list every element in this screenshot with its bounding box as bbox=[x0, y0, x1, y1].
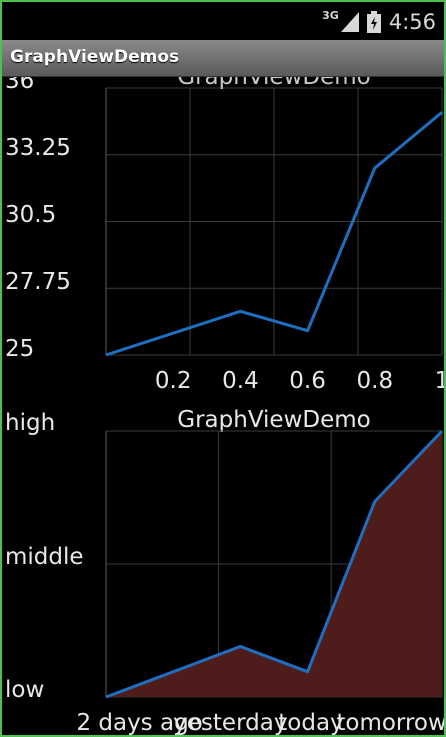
graph-2-y-tick-label: middle bbox=[5, 544, 84, 570]
battery-icon bbox=[366, 11, 381, 33]
app-title: GraphViewDemos bbox=[10, 47, 180, 67]
x-tick-label: today bbox=[278, 710, 343, 736]
x-tick-label: yesterday bbox=[173, 710, 287, 736]
graph-1-y-tick-label: 36 bbox=[5, 68, 34, 94]
graph-1-y-tick-label: 33.25 bbox=[5, 135, 71, 161]
status-icons: 3G 4:56 bbox=[322, 8, 436, 36]
graph-2-series-area bbox=[106, 431, 442, 697]
clock: 4:56 bbox=[388, 10, 436, 34]
x-tick-label: 2 days ago bbox=[76, 710, 202, 736]
graph-1-series-line bbox=[105, 111, 443, 357]
graph-2: GraphViewDemo high middle low 2 days ago… bbox=[5, 407, 444, 736]
status-bar: 3G 4:56 bbox=[2, 2, 444, 40]
graph-2-y-tick-label: high bbox=[5, 410, 55, 436]
title-bar: GraphViewDemos bbox=[2, 40, 444, 77]
graph-1-y-tick-label: 27.75 bbox=[5, 269, 71, 295]
graph-1-title: GraphViewDemo bbox=[177, 64, 370, 90]
x-tick-label: 0.2 bbox=[155, 368, 192, 394]
graph-1-grid bbox=[105, 87, 443, 356]
x-tick-label: 0.4 bbox=[222, 368, 259, 394]
x-tick-label: tomorrow bbox=[336, 710, 444, 736]
signal-icon bbox=[340, 12, 359, 32]
x-tick-label: 0.8 bbox=[357, 368, 394, 394]
graph-1-y-tick-label: 30.5 bbox=[5, 202, 56, 228]
graph-2-series-line bbox=[105, 429, 444, 699]
graph-1-y-tick-label: 25 bbox=[5, 336, 34, 362]
graph-1: GraphViewDemo 36 33.25 30.5 27.75 25 0.2… bbox=[5, 64, 444, 394]
network-type-label: 3G bbox=[322, 8, 339, 22]
x-tick-label: 1 bbox=[435, 368, 444, 394]
x-tick-label: 0.6 bbox=[289, 368, 326, 394]
graph-2-title: GraphViewDemo bbox=[177, 407, 370, 433]
graph-1-x-ticks: 0.2 0.4 0.6 0.8 1 bbox=[155, 368, 444, 394]
graph-2-y-tick-label: low bbox=[5, 677, 44, 703]
